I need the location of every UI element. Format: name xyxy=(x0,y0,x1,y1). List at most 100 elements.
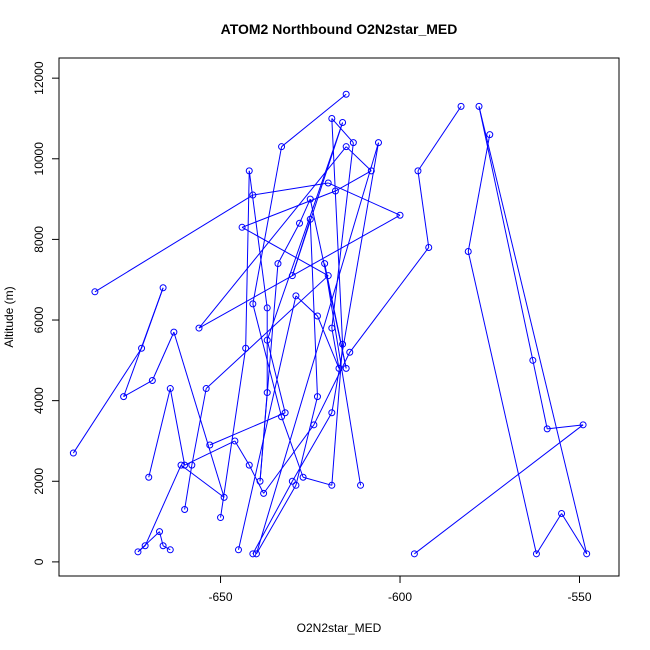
series-4-point xyxy=(281,409,289,417)
series-4-segment xyxy=(252,481,293,555)
series-5-segment xyxy=(277,223,300,264)
series-2-point xyxy=(120,393,128,401)
series-1-segment xyxy=(331,118,344,345)
series-1-point xyxy=(292,292,300,300)
series-1-point xyxy=(328,481,336,489)
series-6-segment xyxy=(184,440,236,466)
series-4-point xyxy=(252,550,260,558)
series-3-point xyxy=(91,288,99,296)
series-5-segment xyxy=(220,348,247,518)
series-5-point xyxy=(242,344,250,352)
x-tick-label: -600 xyxy=(388,590,412,604)
series-4-point xyxy=(288,272,296,280)
series-1-point xyxy=(234,546,242,554)
series-1-point xyxy=(299,473,307,481)
series-5-point xyxy=(263,389,271,397)
series-2-segment xyxy=(137,531,160,553)
series-5-point xyxy=(306,195,314,203)
series-5-point xyxy=(245,167,253,175)
series-4-point xyxy=(328,409,336,417)
series-4-segment xyxy=(291,412,333,482)
series-2-point xyxy=(141,542,149,550)
series-6-point xyxy=(457,102,465,110)
series-4-segment xyxy=(266,122,344,341)
series-6-point xyxy=(145,473,153,481)
series-7-point xyxy=(579,421,587,429)
series-4-point xyxy=(313,393,321,401)
series-3-point xyxy=(396,211,404,219)
series-5-point xyxy=(274,260,282,268)
series-5-point xyxy=(342,364,350,372)
series-6-point xyxy=(181,461,189,469)
series-2-point xyxy=(159,542,167,550)
series-4-segment xyxy=(255,142,379,554)
series-2-segment xyxy=(144,464,182,546)
series-1-segment xyxy=(316,315,340,369)
y-tick-label: 0 xyxy=(32,558,46,565)
series-2-point xyxy=(134,548,142,556)
series-6-point xyxy=(260,489,268,497)
series-7-point xyxy=(532,550,540,558)
series-6-point xyxy=(245,461,253,469)
series-6-segment xyxy=(417,170,430,248)
series-3-point xyxy=(324,179,332,187)
chart-title: ATOM2 Northbound O2N2star_MED xyxy=(221,21,458,37)
series-6-segment xyxy=(417,106,462,172)
series-6-point xyxy=(310,421,318,429)
series-5-segment xyxy=(259,392,268,482)
x-axis-label: O2N2star_MED xyxy=(297,621,382,635)
series-7-point xyxy=(543,425,551,433)
series-1-point xyxy=(339,340,347,348)
series-7-segment xyxy=(536,513,562,555)
series-4-point xyxy=(292,481,300,489)
y-tick-label: 10000 xyxy=(32,142,46,176)
series-4-point xyxy=(306,215,314,223)
series-3-segment xyxy=(345,146,372,172)
series-6-point xyxy=(346,348,354,356)
series-4-segment xyxy=(309,219,318,397)
series-2-point xyxy=(148,376,156,384)
series-4-segment xyxy=(256,485,297,555)
y-tick-label: 12000 xyxy=(32,61,46,95)
series-1-segment xyxy=(331,344,344,486)
series-3-point xyxy=(181,505,189,513)
series-7-segment xyxy=(478,106,588,554)
series-7-point xyxy=(529,356,537,364)
series-4-point xyxy=(288,477,296,485)
series-3-point xyxy=(202,385,210,393)
series-2-point xyxy=(138,344,146,352)
series-1-segment xyxy=(331,118,354,143)
series-3-point xyxy=(331,187,339,195)
series-2-segment xyxy=(180,464,225,498)
y-tick-label: 8000 xyxy=(32,226,46,253)
series-5-segment xyxy=(324,263,362,486)
series-3-point xyxy=(238,223,246,231)
x-tick-label: -650 xyxy=(209,590,233,604)
series-1-point xyxy=(278,143,286,151)
series-2-segment xyxy=(72,347,142,454)
series-1-point xyxy=(249,300,257,308)
series-3-segment xyxy=(198,214,401,329)
series-3-segment xyxy=(241,226,329,277)
series-2-point xyxy=(69,449,77,457)
series-7-segment xyxy=(478,106,534,361)
series-5-segment xyxy=(299,198,311,224)
y-tick-label: 6000 xyxy=(32,306,46,333)
series-3-segment xyxy=(241,190,336,228)
series-1-segment xyxy=(281,93,347,148)
series-7-segment xyxy=(561,513,588,555)
series-6-point xyxy=(231,437,239,445)
series-1-segment xyxy=(237,295,297,550)
series-2-segment xyxy=(123,380,153,398)
series-7-segment xyxy=(467,134,491,252)
series-4-point xyxy=(249,550,257,558)
series-7-segment xyxy=(414,424,584,555)
series-2-segment xyxy=(123,287,164,397)
series-7-point xyxy=(475,102,483,110)
series-6-segment xyxy=(234,440,250,466)
series-5-point xyxy=(321,260,329,268)
series-6-point xyxy=(425,243,433,251)
series-2-segment xyxy=(151,331,175,381)
series-1-segment xyxy=(281,416,304,478)
